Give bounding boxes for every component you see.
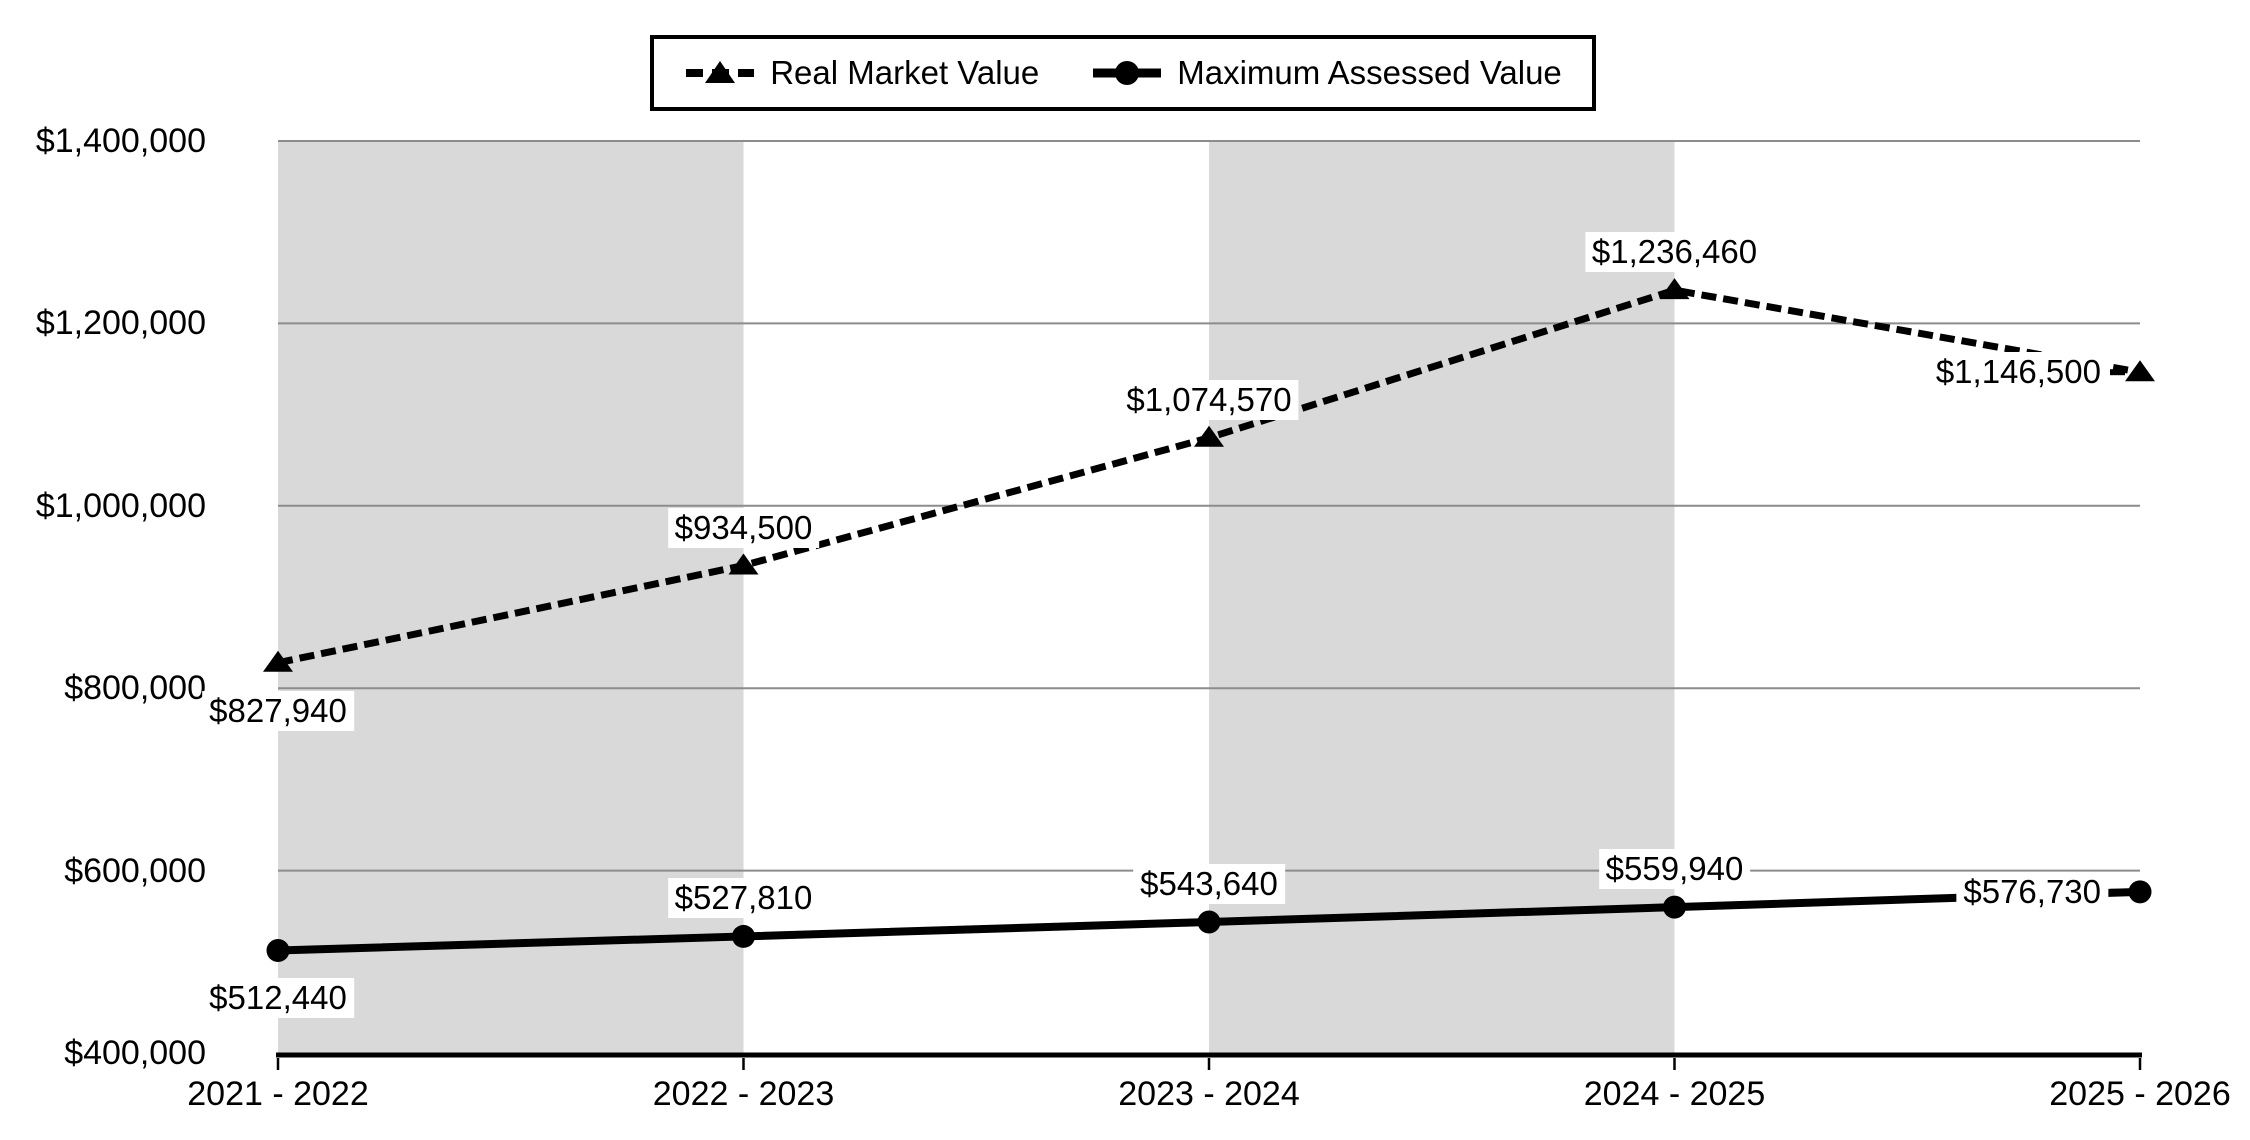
dashed-line-triangle-marker-icon bbox=[686, 61, 755, 83]
x-axis-label: 2023 - 2024 bbox=[1118, 1075, 1300, 1113]
circle-marker bbox=[1663, 895, 1686, 919]
legend-item-maximum-assessed-value: Maximum Assessed Value bbox=[1091, 54, 1562, 92]
data-label: $512,440 bbox=[202, 978, 354, 1019]
legend: Real Market Value Maximum Assessed Value bbox=[650, 35, 1596, 111]
x-axis-label: 2022 - 2023 bbox=[652, 1075, 835, 1113]
data-label: $1,146,500 bbox=[1928, 352, 2108, 393]
circle-marker bbox=[266, 938, 290, 962]
y-axis-label: $1,000,000 bbox=[35, 486, 206, 525]
y-axis-label: $400,000 bbox=[64, 1034, 206, 1072]
x-axis-label: 2025 - 2026 bbox=[2049, 1075, 2231, 1113]
circle-marker bbox=[732, 924, 755, 948]
solid-line-circle-marker-icon bbox=[1093, 61, 1162, 85]
triangle-marker bbox=[1659, 278, 1690, 300]
data-label: $1,074,570 bbox=[1119, 379, 1299, 420]
x-axis-label: 2024 - 2025 bbox=[1583, 1075, 1766, 1113]
data-label: $576,730 bbox=[1956, 871, 2108, 912]
y-axis-label: $600,000 bbox=[64, 851, 206, 890]
triangle-marker bbox=[1194, 425, 1224, 447]
data-label: $934,500 bbox=[667, 507, 820, 548]
legend-item-real-market-value: Real Market Value bbox=[684, 54, 1039, 92]
plot-band bbox=[278, 141, 744, 1053]
circle-marker bbox=[1197, 910, 1221, 934]
legend-label-maximum-assessed-value: Maximum Assessed Value bbox=[1177, 54, 1562, 91]
data-label: $543,640 bbox=[1133, 864, 1285, 904]
y-axis-label: $1,200,000 bbox=[35, 304, 206, 343]
circle-marker bbox=[2128, 880, 2152, 904]
data-label: $527,810 bbox=[667, 878, 820, 919]
data-label: $1,236,460 bbox=[1584, 232, 1765, 273]
y-axis-label: $800,000 bbox=[64, 669, 206, 708]
data-label: $559,940 bbox=[1598, 849, 1751, 890]
data-label: $827,940 bbox=[202, 690, 354, 731]
legend-label-real-market-value: Real Market Value bbox=[770, 54, 1040, 91]
plot-band bbox=[1209, 141, 1675, 1053]
x-axis-label: 2021 - 2022 bbox=[187, 1075, 369, 1113]
y-axis-label: $1,400,000 bbox=[35, 122, 206, 160]
triangle-marker bbox=[2125, 360, 2155, 382]
triangle-marker bbox=[728, 553, 759, 575]
triangle-marker bbox=[263, 650, 293, 672]
